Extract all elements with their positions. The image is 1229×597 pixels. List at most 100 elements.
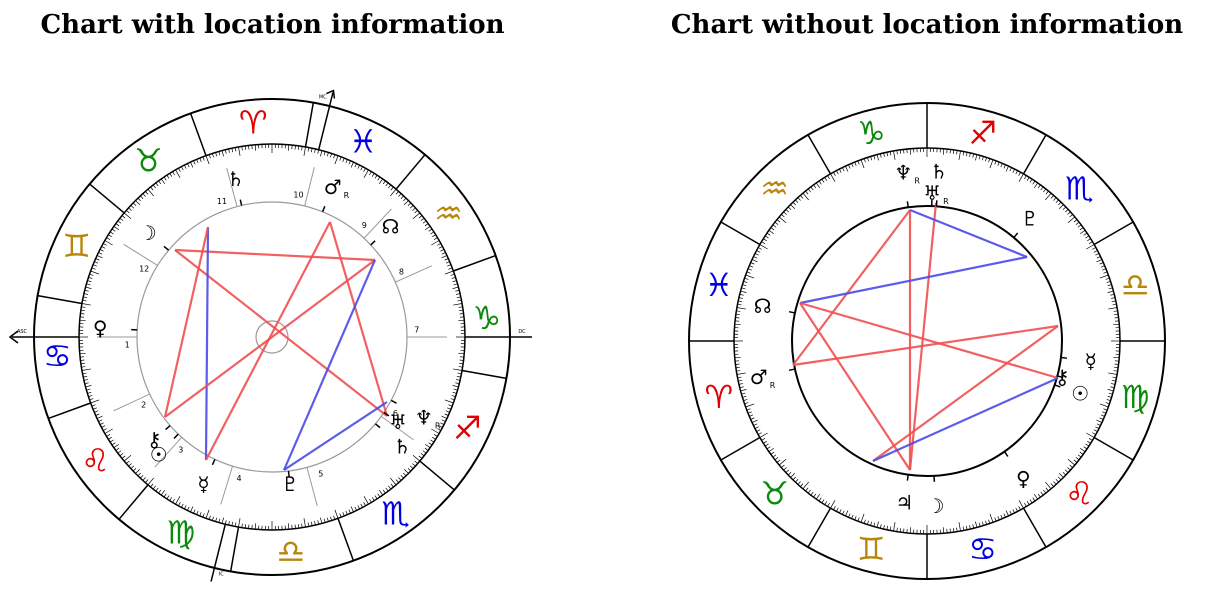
degree-tick <box>453 368 463 371</box>
degree-tick <box>845 510 849 517</box>
planet-position-tick <box>321 205 326 213</box>
degree-tick <box>1113 323 1120 326</box>
degree-tick <box>455 289 460 292</box>
degree-tick <box>456 379 461 381</box>
degree-tick <box>447 407 452 410</box>
degree-tick <box>1018 173 1024 182</box>
degree-tick <box>244 145 247 150</box>
degree-tick <box>1040 491 1044 496</box>
planet-icon: ♄ <box>393 434 411 458</box>
sign-boundary <box>461 369 507 380</box>
degree-tick <box>851 163 854 168</box>
degree-tick <box>1112 376 1117 379</box>
degree-tick <box>1107 290 1114 293</box>
degree-tick <box>400 195 404 200</box>
degree-tick <box>1000 514 1003 519</box>
degree-tick <box>1045 190 1049 195</box>
sign-gemini-icon: ♊ <box>62 227 91 265</box>
degree-tick <box>1103 271 1108 274</box>
degree-tick <box>745 274 755 279</box>
degree-tick <box>371 173 375 177</box>
degree-tick <box>135 200 141 206</box>
degree-tick <box>444 258 449 261</box>
retrograde-marker: R <box>914 177 920 186</box>
degree-tick <box>385 182 389 187</box>
degree-tick <box>1064 209 1069 213</box>
degree-tick <box>766 446 771 450</box>
planet-position-tick <box>163 245 170 251</box>
degree-tick <box>371 497 375 501</box>
degree-tick <box>382 489 386 494</box>
degree-tick <box>126 460 130 464</box>
degree-tick <box>741 392 746 395</box>
sign-scorpio-icon: ♏ <box>381 495 410 533</box>
degree-tick <box>1043 188 1047 193</box>
degree-tick <box>172 171 175 176</box>
degree-tick <box>1110 386 1115 389</box>
degree-tick <box>962 526 965 531</box>
degree-tick <box>388 485 392 490</box>
degree-tick <box>886 152 889 157</box>
sign-leo-icon: ♌ <box>1065 474 1094 512</box>
degree-tick <box>1058 476 1062 481</box>
sign-sagittarius-icon: ♐ <box>453 409 482 447</box>
degree-tick <box>184 164 187 169</box>
sign-pisces-icon: ♓ <box>349 123 378 161</box>
degree-tick <box>830 173 836 182</box>
degree-tick <box>363 502 366 506</box>
degree-tick <box>113 226 120 231</box>
planet-position-tick <box>788 368 796 372</box>
degree-tick <box>1012 168 1015 173</box>
degree-tick <box>85 385 92 388</box>
degree-tick <box>126 210 130 214</box>
degree-tick <box>444 399 454 404</box>
degree-tick <box>422 220 427 224</box>
degree-tick <box>420 453 425 457</box>
degree-tick <box>395 479 399 483</box>
degree-tick <box>403 197 407 202</box>
aspect-line <box>872 325 1059 462</box>
degree-tick <box>1113 310 1118 312</box>
degree-tick <box>1003 513 1006 518</box>
degree-tick <box>430 439 435 443</box>
degree-tick <box>735 313 740 316</box>
degree-tick <box>115 223 120 227</box>
degree-tick <box>807 489 811 494</box>
degree-tick <box>81 366 86 368</box>
degree-tick <box>414 210 418 214</box>
degree-tick <box>774 457 779 461</box>
degree-tick <box>390 188 397 197</box>
degree-tick <box>768 447 775 452</box>
degree-tick <box>95 258 100 261</box>
degree-tick <box>221 517 224 524</box>
aspect-line <box>283 401 388 471</box>
degree-tick <box>1107 284 1112 287</box>
degree-tick <box>234 147 237 152</box>
planet-position-tick <box>173 433 179 439</box>
sign-boundary <box>720 436 761 461</box>
degree-tick <box>98 419 103 422</box>
degree-tick <box>147 477 154 486</box>
degree-tick <box>997 516 1000 521</box>
planet-position-tick <box>906 201 909 208</box>
degree-tick <box>867 520 869 525</box>
retrograde-marker: R <box>435 422 441 431</box>
degree-tick <box>1032 497 1036 502</box>
axis-label-dc: DC <box>518 329 526 335</box>
degree-tick <box>942 148 945 155</box>
house-cusp-line <box>363 208 392 239</box>
degree-tick <box>958 150 961 160</box>
degree-tick <box>456 375 461 378</box>
degree-tick <box>761 438 766 441</box>
degree-tick <box>445 410 450 413</box>
degree-tick <box>297 145 300 150</box>
degree-tick <box>385 487 389 492</box>
degree-tick <box>736 310 741 312</box>
degree-tick <box>348 160 351 165</box>
house-number-1: 1 <box>125 341 130 350</box>
degree-tick <box>215 517 218 522</box>
degree-tick <box>388 184 392 189</box>
degree-tick <box>152 485 156 490</box>
